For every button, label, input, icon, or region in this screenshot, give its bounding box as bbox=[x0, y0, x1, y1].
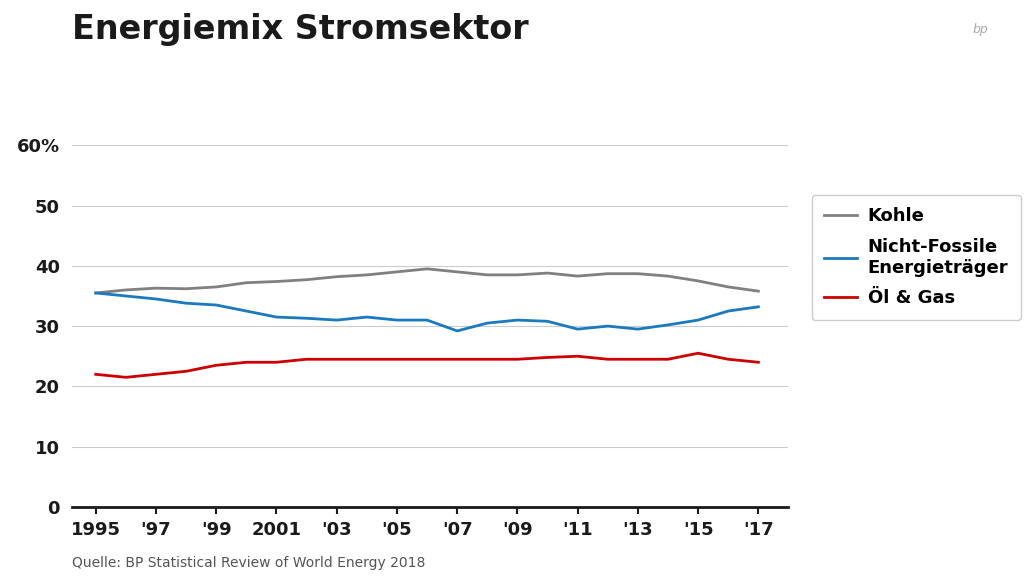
Legend: Kohle, Nicht-Fossile
Energieträger, Öl & Gas: Kohle, Nicht-Fossile Energieträger, Öl &… bbox=[812, 195, 1021, 320]
Text: Quelle: BP Statistical Review of World Energy 2018: Quelle: BP Statistical Review of World E… bbox=[72, 556, 425, 570]
Text: Energiemix Stromsektor: Energiemix Stromsektor bbox=[72, 13, 528, 46]
Text: bp: bp bbox=[973, 23, 988, 36]
